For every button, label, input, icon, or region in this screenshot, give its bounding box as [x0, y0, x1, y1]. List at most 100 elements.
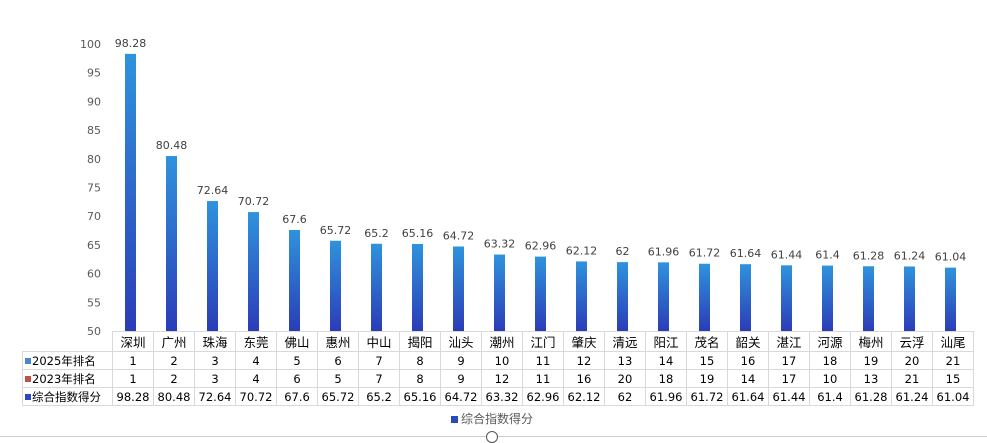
table-cell: 19 — [686, 369, 728, 388]
bar-惠州[interactable] — [330, 240, 341, 331]
table-corner — [22, 331, 113, 352]
table-cell: 61.04 — [932, 387, 974, 406]
category-label: 潮州 — [481, 331, 523, 352]
category-label: 惠州 — [317, 331, 359, 352]
bar-云浮[interactable] — [904, 266, 915, 331]
category-label: 茂名 — [686, 331, 728, 352]
legend[interactable]: 综合指数得分 — [451, 410, 533, 427]
table-cell: 10 — [809, 369, 851, 388]
table-cell: 61.28 — [850, 387, 892, 406]
table-cell: 1 — [112, 351, 154, 370]
table-cell: 64.72 — [440, 387, 482, 406]
table-cell: 8 — [399, 369, 441, 388]
table-cell: 11 — [522, 351, 564, 370]
bar-肇庆[interactable] — [576, 261, 587, 331]
table-cell: 4 — [235, 351, 277, 370]
category-label: 梅州 — [850, 331, 892, 352]
table-cell: 63.32 — [481, 387, 523, 406]
data-label: 62.96 — [525, 240, 557, 253]
y-tick-label: 100 — [80, 38, 101, 51]
table-cell: 12 — [563, 351, 605, 370]
table-cell: 65.16 — [399, 387, 441, 406]
category-label: 云浮 — [891, 331, 933, 352]
table-cell: 62.96 — [522, 387, 564, 406]
bar-江门[interactable] — [535, 256, 546, 331]
category-label: 清远 — [604, 331, 646, 352]
bar-汕尾[interactable] — [945, 267, 956, 331]
table-cell: 15 — [686, 351, 728, 370]
table-cell: 15 — [932, 369, 974, 388]
table-cell: 10 — [481, 351, 523, 370]
table-cell: 20 — [891, 351, 933, 370]
bar-东莞[interactable] — [248, 212, 259, 331]
bar-韶关[interactable] — [740, 264, 751, 331]
bar-阳江[interactable] — [658, 262, 669, 331]
data-label: 65.16 — [402, 227, 434, 240]
bar-汕头[interactable] — [453, 246, 464, 331]
data-label: 64.72 — [443, 230, 475, 243]
y-tick-label: 60 — [87, 268, 101, 281]
legend-label: 综合指数得分 — [461, 412, 534, 426]
table-row: 2025年排名 1 2 3 4 5 6 7 8 9 10 11 12 13 14 15 16 17 18 19 20 21 — [22, 351, 974, 370]
category-label: 肇庆 — [563, 331, 605, 352]
bar-珠海[interactable] — [207, 201, 218, 331]
bar-河源[interactable] — [822, 265, 833, 331]
table-cell: 72.64 — [194, 387, 236, 406]
table-cell: 11 — [522, 369, 564, 388]
table-cell: 5 — [317, 369, 359, 388]
row-label: 2025年排名 — [22, 351, 113, 370]
bar-梅州[interactable] — [863, 266, 874, 331]
table-cell: 2 — [153, 369, 195, 388]
y-tick-label: 70 — [87, 210, 101, 223]
table-row: 2023年排名 1 2 3 4 6 5 7 8 9 12 11 16 20 18 19 14 17 10 13 21 15 — [22, 369, 974, 388]
scroll-handle[interactable] — [486, 431, 498, 443]
category-label: 汕头 — [440, 331, 482, 352]
table-cell: 98.28 — [112, 387, 154, 406]
bar-湛江[interactable] — [781, 265, 792, 331]
table-header-row: 深圳 广州 珠海 东莞 佛山 惠州 中山 揭阳 汕头 潮州 江门 肇庆 清远 阳江 茂名 韶关 湛江 河源 梅州 云浮… — [22, 331, 974, 352]
table-cell: 12 — [481, 369, 523, 388]
table-cell: 18 — [645, 369, 687, 388]
table-cell: 13 — [604, 351, 646, 370]
category-label: 广州 — [153, 331, 195, 352]
table-cell: 8 — [399, 351, 441, 370]
row-label-text: 2023年排名 — [32, 371, 96, 386]
table-cell: 61.72 — [686, 387, 728, 406]
data-label: 61.96 — [648, 245, 680, 258]
bar-清远[interactable] — [617, 262, 628, 331]
legend-swatch — [25, 394, 31, 400]
table-cell: 16 — [727, 351, 769, 370]
row-label-text: 2025年排名 — [32, 353, 96, 368]
bar-中山[interactable] — [371, 243, 382, 331]
data-label: 65.2 — [364, 227, 389, 240]
bar-深圳[interactable] — [125, 53, 136, 331]
y-tick-label: 55 — [87, 296, 101, 309]
table-cell: 9 — [440, 351, 482, 370]
bar-佛山[interactable] — [289, 229, 300, 331]
table-cell: 70.72 — [235, 387, 277, 406]
category-label: 东莞 — [235, 331, 277, 352]
category-label: 珠海 — [194, 331, 236, 352]
table-cell: 17 — [768, 351, 810, 370]
table-cell: 21 — [891, 369, 933, 388]
table-cell: 20 — [604, 369, 646, 388]
table-cell: 7 — [358, 369, 400, 388]
bar-揭阳[interactable] — [412, 243, 423, 331]
bar-广州[interactable] — [166, 156, 177, 331]
data-label: 61.04 — [935, 251, 967, 264]
table-cell: 16 — [563, 369, 605, 388]
data-label: 61.4 — [815, 249, 840, 262]
y-tick-label: 85 — [87, 124, 101, 137]
category-label: 韶关 — [727, 331, 769, 352]
bar-茂名[interactable] — [699, 263, 710, 331]
data-label: 98.28 — [115, 37, 147, 50]
table-cell: 61.64 — [727, 387, 769, 406]
table-cell: 61.4 — [809, 387, 851, 406]
data-table: 深圳 广州 珠海 东莞 佛山 惠州 中山 揭阳 汕头 潮州 江门 肇庆 清远 阳江 茂名 韶关 湛江 河源 梅州 云浮… — [22, 331, 974, 406]
row-label: 综合指数得分 — [22, 387, 113, 406]
y-tick-label: 75 — [87, 182, 101, 195]
data-label: 70.72 — [238, 195, 270, 208]
bar-潮州[interactable] — [494, 254, 505, 331]
